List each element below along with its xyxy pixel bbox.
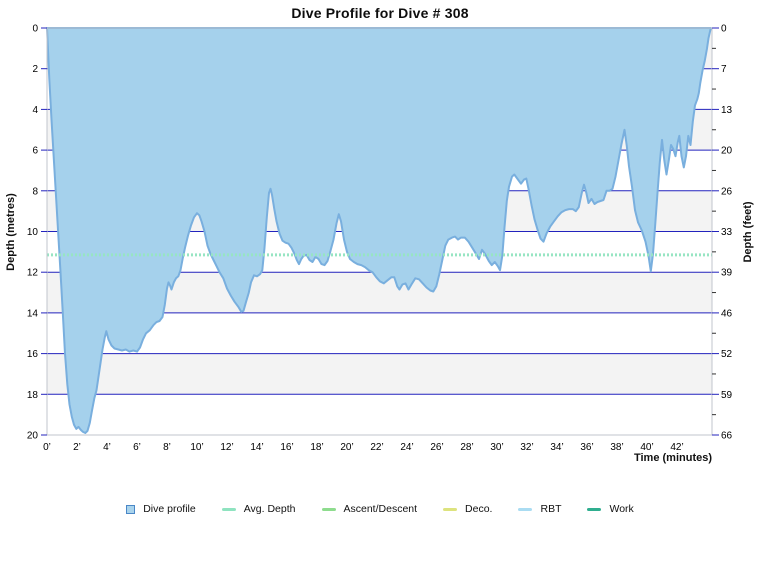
legend-item-label: RBT [540, 503, 562, 515]
x-tick-label: 24’ [400, 442, 413, 453]
y-right-tick-label: 46 [721, 308, 733, 319]
legend-item-rbt: RBT [518, 503, 561, 515]
x-tick-label: 34’ [550, 442, 563, 453]
x-tick-label: 40’ [640, 442, 653, 453]
y-left-tick-label: 2 [32, 64, 38, 75]
x-tick-label: 16’ [280, 442, 293, 453]
y-left-tick-label: 16 [27, 349, 39, 360]
rbt-swatch-icon [518, 507, 533, 511]
dive-profile-swatch-icon [126, 504, 136, 514]
x-tick-label: 28’ [460, 442, 473, 453]
work-swatch-icon [587, 507, 602, 511]
dive-profile-area [46, 27, 712, 434]
legend-item-label: Deco. [465, 503, 493, 515]
depth-band [47, 353, 712, 395]
avg-depth-swatch-icon [221, 507, 236, 511]
y-left-tick-label: 12 [27, 268, 39, 279]
x-tick-label: 32’ [520, 442, 533, 453]
y-right-tick-label: 59 [721, 390, 733, 401]
x-axis-label: Time (minutes) [633, 452, 712, 464]
y-left-tick-label: 4 [32, 105, 38, 116]
x-tick-label: 18’ [310, 442, 323, 453]
y-right-tick-label: 66 [721, 431, 733, 442]
y-left-tick-label: 20 [27, 431, 39, 442]
legend-item-deco: Deco. [443, 503, 492, 515]
y-left-tick-label: 18 [27, 390, 39, 401]
y-left-tick-label: 14 [27, 308, 39, 319]
y-right-tick-label: 13 [721, 105, 733, 116]
y-right-tick-label: 52 [721, 349, 733, 360]
y-left-tick-label: 6 [32, 146, 38, 157]
deco-swatch-icon [443, 507, 458, 511]
y-left-tick-label: 0 [32, 24, 38, 35]
x-tick-label: 14’ [250, 442, 263, 453]
ascent-descent-swatch-icon [321, 507, 336, 511]
x-tick-label: 12’ [220, 442, 233, 453]
x-tick-label: 6’ [133, 442, 141, 453]
x-tick-label: 10’ [190, 442, 203, 453]
chart-title: Dive Profile for Dive # 308 [291, 5, 469, 21]
legend-item-label: Ascent/Descent [343, 503, 418, 515]
x-tick-label: 38’ [610, 442, 623, 453]
x-tick-label: 30’ [490, 442, 503, 453]
y-right-tick-label: 26 [721, 186, 733, 197]
x-tick-label: 0’ [43, 442, 51, 453]
x-tick-label: 8’ [163, 442, 171, 453]
legend-item-label: Avg. Depth [243, 503, 296, 515]
depth-band [47, 394, 712, 435]
legend-item-label: Dive profile [143, 503, 196, 515]
x-tick-label: 20’ [340, 442, 353, 453]
legend-item-avg-depth: Avg. Depth [221, 503, 296, 515]
y-left-tick-label: 10 [27, 227, 39, 238]
legend: Dive profile Avg. Depth Ascent/Descent D… [0, 503, 760, 515]
x-tick-label: 4’ [103, 442, 111, 453]
y-right-tick-label: 20 [721, 146, 733, 157]
legend-item-label: Work [609, 503, 634, 515]
y-right-tick-label: 33 [721, 227, 733, 238]
x-tick-label: 26’ [430, 442, 443, 453]
x-tick-label: 36’ [580, 442, 593, 453]
y-right-tick-label: 0 [721, 24, 727, 35]
x-tick-label: 42’ [670, 442, 683, 453]
legend-item-dive-profile: Dive profile [126, 503, 196, 515]
legend-item-ascent-descent: Ascent/Descent [321, 503, 418, 515]
x-tick-label: 2’ [73, 442, 81, 453]
x-tick-label: 22’ [370, 442, 383, 453]
legend-item-work: Work [587, 503, 634, 515]
y-right-tick-label: 39 [721, 268, 733, 279]
y-axis-label-feet: Depth (feet) [742, 201, 754, 263]
y-right-tick-label: 7 [721, 64, 727, 75]
y-left-tick-label: 8 [32, 186, 38, 197]
y-axis-label-metres: Depth (metres) [5, 193, 17, 271]
